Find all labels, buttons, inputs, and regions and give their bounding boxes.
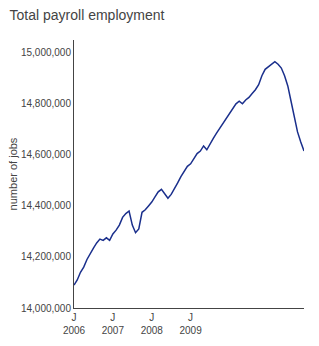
svg-text:J2007: J2007 xyxy=(102,312,125,336)
svg-text:14,000,000: 14,000,000 xyxy=(21,303,71,314)
svg-text:J2009: J2009 xyxy=(179,312,202,336)
svg-text:J2008: J2008 xyxy=(141,312,164,336)
svg-text:14,200,000: 14,200,000 xyxy=(21,251,71,262)
svg-text:14,400,000: 14,400,000 xyxy=(21,200,71,211)
svg-text:15,000,000: 15,000,000 xyxy=(21,47,71,58)
svg-text:14,800,000: 14,800,000 xyxy=(21,98,71,109)
svg-text:14,600,000: 14,600,000 xyxy=(21,149,71,160)
svg-text:J2006: J2006 xyxy=(63,312,86,336)
svg-text:Total payroll employment: Total payroll employment xyxy=(10,7,165,23)
svg-text:number of jobs: number of jobs xyxy=(7,137,19,210)
